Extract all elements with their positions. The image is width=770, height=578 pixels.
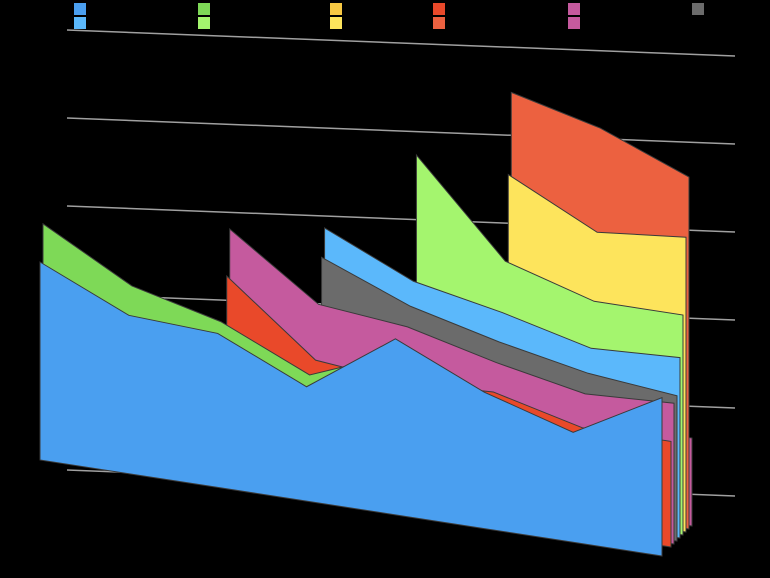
legend-swatch: [568, 3, 580, 15]
legend-swatch: [74, 17, 86, 29]
grid-line: [66, 117, 736, 145]
legend-swatch: [433, 17, 445, 29]
legend-swatch: [330, 17, 342, 29]
legend-swatch: [198, 17, 210, 29]
legend-swatch: [74, 3, 86, 15]
area: [39, 261, 663, 557]
legend-swatch: [198, 3, 210, 15]
grid-line: [66, 29, 736, 57]
legend-swatch: [692, 3, 704, 15]
legend-swatch: [433, 3, 445, 15]
legend-swatch: [330, 3, 342, 15]
legend-swatch: [568, 17, 580, 29]
